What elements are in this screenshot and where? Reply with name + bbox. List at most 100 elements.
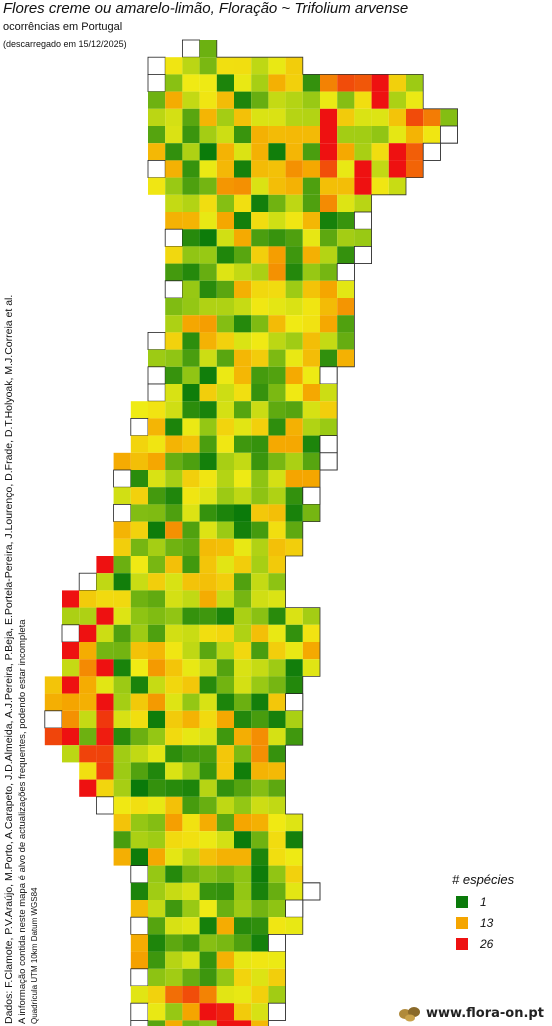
grid-cell — [285, 315, 303, 333]
grid-cell — [147, 159, 166, 178]
grid-cell — [302, 280, 320, 298]
grid-cell — [62, 745, 80, 763]
grid-cell — [62, 607, 80, 625]
grid-cell — [268, 728, 286, 746]
grid-cell — [285, 263, 303, 281]
grid-cell — [406, 74, 424, 92]
grid-cell — [302, 486, 321, 505]
grid-cell — [182, 229, 200, 247]
grid-cell — [285, 143, 303, 161]
grid-cell — [285, 899, 304, 918]
grid-cell — [199, 986, 217, 1004]
grid-cell — [268, 951, 286, 969]
grid-cell — [268, 504, 286, 522]
grid-cell — [182, 212, 200, 230]
grid-cell — [148, 762, 166, 780]
grid-cell — [130, 1002, 149, 1021]
grid-cell — [268, 676, 286, 694]
grid-cell — [285, 177, 303, 195]
grid-cell — [216, 384, 234, 402]
legend-label: 26 — [480, 936, 494, 951]
grid-cell — [216, 590, 234, 608]
grid-cell — [268, 91, 286, 109]
grid-cell — [113, 814, 131, 832]
grid-cell — [130, 882, 148, 900]
grid-cell — [148, 487, 166, 505]
grid-cell — [216, 538, 234, 556]
grid-cell — [199, 143, 217, 161]
grid-cell — [234, 573, 252, 591]
grid-cell — [130, 934, 148, 952]
legend-label: 1 — [480, 894, 487, 909]
grid-cell — [285, 366, 303, 384]
grid-cell — [251, 298, 269, 316]
grid-cell — [234, 917, 252, 935]
grid-cell — [371, 108, 389, 126]
grid-cell — [199, 814, 217, 832]
grid-cell — [285, 91, 303, 109]
legend-swatch-low — [456, 895, 468, 908]
grid-cell — [130, 745, 148, 763]
grid-cell — [165, 435, 183, 453]
grid-cell — [216, 814, 234, 832]
grid-cell — [113, 762, 131, 780]
grid-cell — [199, 538, 217, 556]
grid-cell — [113, 573, 131, 591]
grid-cell — [165, 212, 183, 230]
grid-cell — [268, 280, 286, 298]
grid-cell — [148, 882, 166, 900]
grid-cell — [302, 194, 320, 212]
grid-cell — [199, 779, 217, 797]
grid-cell — [268, 194, 286, 212]
grid-cell — [113, 607, 131, 625]
map-subtitle: ocorrências em Portugal — [3, 21, 123, 33]
grid-cell — [130, 590, 148, 608]
grid-cell — [216, 882, 234, 900]
grid-cell — [199, 728, 217, 746]
grid-cell — [199, 934, 217, 952]
grid-cell — [251, 521, 269, 539]
grid-cell — [285, 607, 303, 625]
grid-cell — [251, 556, 269, 574]
grid-cell — [234, 900, 252, 918]
grid-cell — [285, 848, 303, 866]
grid-cell — [234, 74, 252, 92]
grid-cell — [130, 676, 148, 694]
grid-cell — [234, 831, 252, 849]
brand-link[interactable]: www.flora-on.pt — [398, 1004, 544, 1022]
grid-cell — [268, 917, 286, 935]
grid-cell — [337, 315, 355, 333]
grid-cell — [113, 590, 131, 608]
grid-cell — [285, 194, 303, 212]
grid-cell — [165, 831, 183, 849]
grid-cell — [148, 779, 166, 797]
grid-cell — [337, 332, 355, 350]
grid-cell — [96, 693, 114, 711]
grid-cell — [182, 934, 200, 952]
grid-cell — [251, 435, 269, 453]
grid-cell — [148, 538, 166, 556]
grid-cell — [302, 298, 320, 316]
grid-cell — [199, 298, 217, 316]
grid-cell — [113, 728, 131, 746]
grid-cell — [96, 745, 114, 763]
grid-cell — [61, 624, 80, 643]
grid-cell — [216, 865, 234, 883]
grid-cell — [371, 126, 389, 144]
grid-cell — [130, 624, 148, 642]
grid-cell — [251, 573, 269, 591]
grid-cell — [199, 74, 217, 92]
grid-cell — [251, 659, 269, 677]
grid-cell — [182, 1020, 200, 1026]
grid-cell — [79, 676, 97, 694]
grid-cell — [148, 968, 166, 986]
legend-swatch-mid — [456, 916, 468, 929]
grid-datum-note: Quadrícula UTM 10km Datum WGS84 — [30, 887, 39, 1024]
grid-cell — [234, 865, 252, 883]
grid-cell — [216, 986, 234, 1004]
grid-cell — [148, 848, 166, 866]
grid-cell — [130, 401, 148, 419]
grid-cell — [234, 246, 252, 264]
grid-cell — [302, 91, 320, 109]
